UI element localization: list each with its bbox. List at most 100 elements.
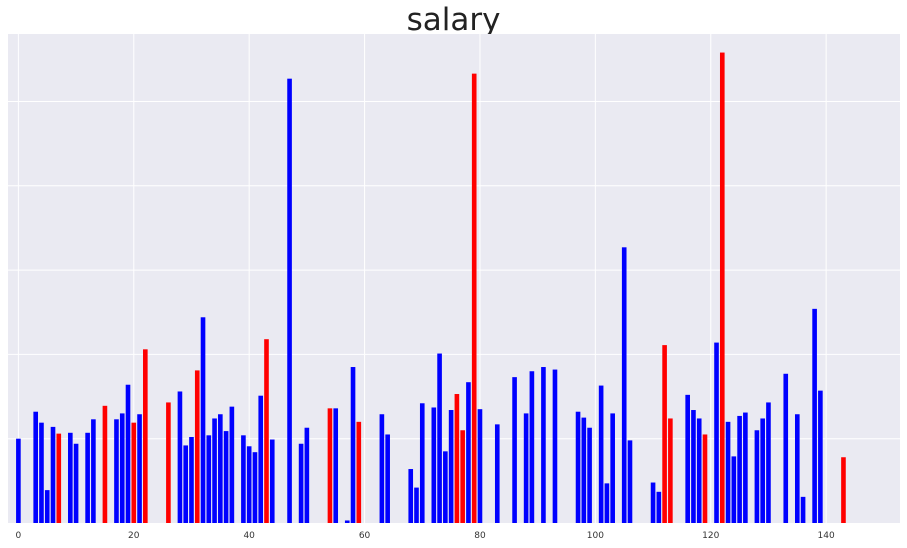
bar <box>131 422 137 523</box>
bar <box>604 483 610 523</box>
bar <box>414 487 419 523</box>
bar <box>419 403 425 523</box>
bar <box>73 443 79 523</box>
bar <box>212 418 217 523</box>
bar <box>841 457 846 523</box>
bar <box>460 430 465 523</box>
bar <box>264 339 269 523</box>
x-tick-label: 60 <box>359 531 371 541</box>
bar <box>719 52 725 524</box>
bar <box>552 369 558 523</box>
bar <box>102 405 108 523</box>
bar <box>794 414 800 523</box>
bar <box>541 367 546 523</box>
bar <box>512 377 517 523</box>
bar <box>350 367 356 523</box>
bar <box>385 434 390 523</box>
bar <box>685 394 690 523</box>
bar <box>16 438 21 523</box>
bar <box>575 411 581 523</box>
bar <box>379 414 385 523</box>
bar <box>229 406 235 523</box>
bar <box>454 394 460 523</box>
bar <box>114 419 119 523</box>
bar <box>731 456 737 523</box>
bar <box>200 317 206 523</box>
bar <box>344 520 350 523</box>
bar <box>119 413 125 523</box>
bar <box>743 412 748 523</box>
bar <box>702 434 708 523</box>
bar <box>223 431 229 523</box>
bar <box>143 349 148 523</box>
bar <box>287 78 292 524</box>
bar <box>218 414 223 523</box>
bar <box>477 409 483 523</box>
bar <box>691 410 696 523</box>
bar <box>621 247 627 523</box>
bar <box>471 73 477 523</box>
bar <box>431 407 437 523</box>
bar <box>714 342 719 523</box>
bar <box>725 421 731 523</box>
bar <box>125 384 131 523</box>
x-tick-label: 0 <box>16 531 22 541</box>
bar <box>783 373 789 523</box>
bar <box>327 408 333 523</box>
bar <box>39 422 44 523</box>
bar <box>33 411 39 523</box>
bar <box>737 415 742 523</box>
x-tick-label: 40 <box>243 531 255 541</box>
bar <box>466 382 471 523</box>
bar <box>437 353 442 523</box>
bar <box>56 433 62 523</box>
bar <box>662 345 667 523</box>
bar <box>650 482 656 523</box>
bar <box>68 432 73 523</box>
bar <box>194 370 200 523</box>
bar <box>443 451 448 523</box>
bar <box>252 452 258 523</box>
x-tick-label: 140 <box>818 531 835 541</box>
x-tick-label: 100 <box>587 531 604 541</box>
bar <box>656 491 662 523</box>
chart-title: salary <box>406 2 501 38</box>
bar <box>448 410 454 523</box>
bar <box>91 419 96 523</box>
bar <box>246 446 252 523</box>
bar <box>598 385 604 523</box>
bar <box>269 439 275 523</box>
x-tick-label: 20 <box>128 531 140 541</box>
bar <box>408 469 414 523</box>
bar <box>298 443 304 523</box>
bar <box>494 424 500 523</box>
bar <box>523 413 529 523</box>
plot-background <box>8 34 900 523</box>
bar <box>529 371 535 523</box>
bar <box>333 408 339 523</box>
bar <box>766 402 771 523</box>
bar <box>258 395 264 523</box>
bar <box>696 418 702 523</box>
bar <box>85 432 90 523</box>
x-tick-label: 120 <box>702 531 719 541</box>
bar <box>581 417 587 523</box>
bar <box>304 427 310 523</box>
bar <box>627 440 633 523</box>
bar <box>587 427 592 523</box>
x-tick-label: 80 <box>474 531 486 541</box>
bar <box>50 426 56 523</box>
bar <box>241 435 246 523</box>
bar <box>760 418 765 523</box>
bar <box>610 413 615 523</box>
bar <box>183 445 189 523</box>
bar <box>206 435 212 523</box>
bar <box>668 418 673 523</box>
bar <box>44 490 50 523</box>
bar <box>812 308 817 523</box>
bar <box>754 430 760 523</box>
bar <box>177 391 183 523</box>
bar <box>166 402 171 523</box>
